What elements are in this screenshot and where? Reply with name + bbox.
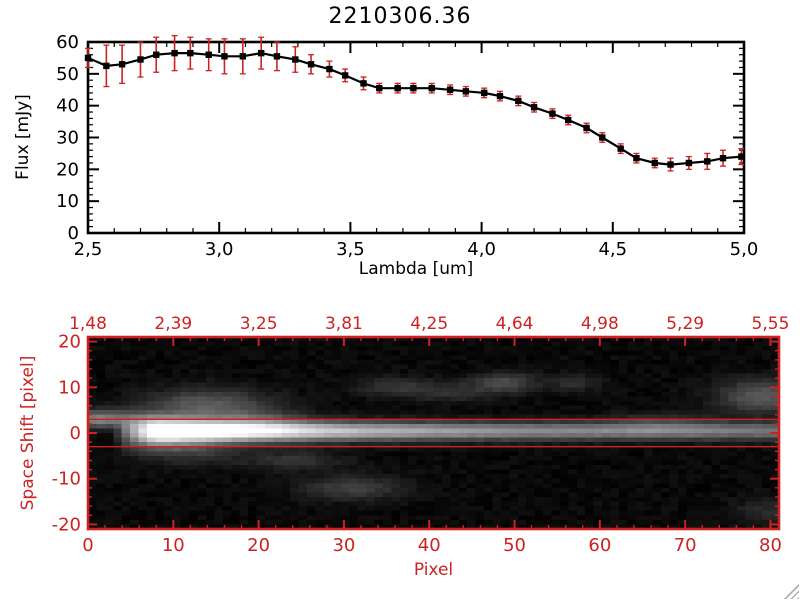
- image-yaxis-label: Space Shift [pixel]: [18, 355, 38, 511]
- svg-text:3,81: 3,81: [325, 314, 363, 334]
- svg-text:-20: -20: [52, 514, 81, 535]
- svg-text:3,5: 3,5: [336, 239, 365, 260]
- svg-text:4,5: 4,5: [598, 239, 627, 260]
- svg-text:50: 50: [56, 64, 79, 85]
- image-xaxis-label: Pixel: [413, 560, 454, 580]
- svg-text:3,25: 3,25: [240, 314, 278, 334]
- svg-text:10: 10: [56, 191, 79, 212]
- svg-text:20: 20: [247, 535, 270, 556]
- svg-text:10: 10: [162, 535, 185, 556]
- svg-text:2,5: 2,5: [74, 239, 103, 260]
- svg-text:20: 20: [56, 159, 79, 180]
- svg-text:2,39: 2,39: [154, 314, 192, 334]
- spectral-2d-image: [88, 337, 779, 529]
- svg-text:70: 70: [674, 535, 697, 556]
- svg-text:40: 40: [418, 535, 441, 556]
- svg-text:5,29: 5,29: [666, 314, 704, 334]
- svg-text:30: 30: [56, 128, 79, 149]
- svg-text:20: 20: [58, 332, 81, 353]
- plot-title: 2210306.36: [328, 4, 472, 29]
- svg-text:60: 60: [56, 32, 79, 53]
- svg-text:0: 0: [68, 223, 79, 244]
- svg-text:4,25: 4,25: [410, 314, 448, 334]
- svg-text:4,0: 4,0: [467, 239, 496, 260]
- svg-text:30: 30: [332, 535, 355, 556]
- svg-text:4,64: 4,64: [496, 314, 534, 334]
- svg-text:80: 80: [759, 535, 782, 556]
- svg-text:4,98: 4,98: [581, 314, 619, 334]
- svg-text:50: 50: [503, 535, 526, 556]
- svg-text:5,0: 5,0: [730, 239, 759, 260]
- svg-text:0: 0: [82, 535, 93, 556]
- svg-text:60: 60: [588, 535, 611, 556]
- svg-text:40: 40: [56, 96, 79, 117]
- svg-text:1,48: 1,48: [69, 314, 107, 334]
- spectrum-yaxis-label: Flux [mJy]: [13, 94, 33, 180]
- svg-text:10: 10: [58, 377, 81, 398]
- svg-text:3,0: 3,0: [205, 239, 234, 260]
- spectrum-xaxis-label: Lambda [um]: [358, 259, 474, 279]
- svg-text:5,55: 5,55: [752, 314, 790, 334]
- svg-text:-10: -10: [52, 469, 81, 490]
- svg-text:0: 0: [70, 423, 81, 444]
